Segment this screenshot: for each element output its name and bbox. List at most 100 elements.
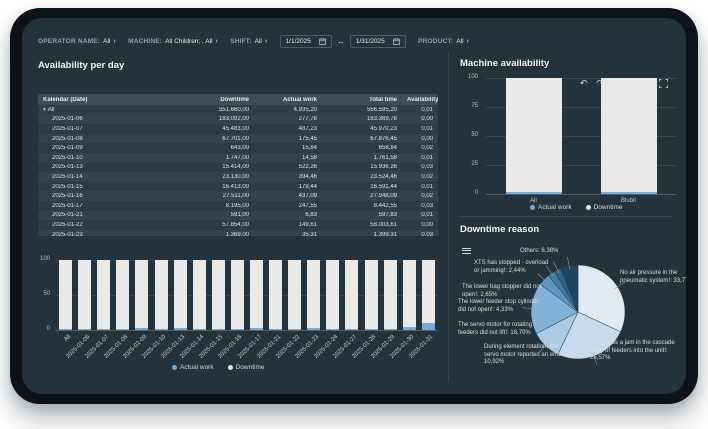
- table-row[interactable]: 2025-01-16 27.511,00 437,09 27.948,09 0,02: [38, 191, 438, 201]
- availability-table: Kalendar (Date) Downtime Actual work Total …: [38, 94, 438, 236]
- expand-icon[interactable]: [659, 78, 668, 88]
- legend-downtime[interactable]: Downtime: [585, 204, 623, 211]
- downtime-segment: [59, 260, 73, 330]
- expander-icon[interactable]: ▾: [43, 106, 46, 113]
- bar-2025-01-30: [402, 260, 416, 330]
- actual-work-segment: [59, 329, 73, 330]
- bar-2025-01-28: [364, 260, 378, 330]
- table-cell: 45.970,23: [370, 125, 397, 132]
- y-tick-25: 25: [471, 161, 478, 167]
- table-row[interactable]: 2025-01-14 23.130,00 394,46 23.524,46 0,02: [38, 172, 438, 182]
- gridline: [56, 330, 438, 331]
- table-cell: 8.442,55: [373, 202, 397, 209]
- availability-panel-title: Availability per day: [38, 60, 125, 71]
- legend-actual-work[interactable]: Actual work: [530, 204, 572, 211]
- gridline: [486, 194, 676, 195]
- gridline: [56, 260, 438, 261]
- y-tick-100: 100: [39, 256, 50, 262]
- actual-work-segment: [307, 328, 321, 330]
- tablet-frame: OPERATOR NAME: All › · MACHINE: All Chil…: [10, 8, 698, 404]
- bars: [56, 260, 438, 330]
- downtime-segment: [364, 260, 378, 329]
- filter-operator-name[interactable]: OPERATOR NAME: All ›: [38, 38, 116, 45]
- bar-2025-01-10: [154, 260, 168, 330]
- calendar-icon: [392, 37, 400, 45]
- table-row[interactable]: 2025-01-10 1.747,00 14,58 1.761,58 0,01: [38, 152, 438, 163]
- table-row[interactable]: 2025-01-13 15.414,00 522,26 15.936,26 0,03: [38, 162, 438, 173]
- table-row[interactable]: 2025-01-09 643,00 15,84 658,84 0,02: [38, 143, 438, 153]
- bar-All: [59, 260, 73, 330]
- table-row[interactable]: 2025-01-06 183.092,00 277,78 183.369,78 0,00: [38, 114, 438, 125]
- bar-Blubit: [600, 78, 657, 194]
- table-row[interactable]: 2025-01-08 67.701,00 175,45 67.876,45 0,00: [38, 133, 438, 144]
- table-row[interactable]: 2025-01-21 591,00 6,83 597,83 0,01: [38, 210, 438, 221]
- filter-product[interactable]: PRODUCT: All ›: [418, 38, 469, 45]
- machine-chart-legend: Actual work Downtime: [530, 204, 623, 211]
- actual-work-segment: [326, 329, 340, 330]
- pie-label-connector: [546, 265, 554, 277]
- chevron-right-icon: ›: [215, 37, 218, 45]
- table-cell: 8.195,00: [225, 202, 249, 209]
- filter-product-value: All: [456, 37, 464, 45]
- table-cell: 27.511,00: [222, 193, 249, 200]
- y-tick-0: 0: [474, 190, 478, 196]
- redo-icon[interactable]: ↷: [596, 78, 604, 88]
- bars: [486, 78, 676, 194]
- actual-work-segment: [230, 328, 244, 330]
- table-cell: 2025-01-21: [52, 212, 83, 219]
- legend-downtime[interactable]: Downtime: [227, 364, 265, 371]
- table-row[interactable]: 2025-01-17 8.195,00 247,55 8.442,55 0,03: [38, 200, 438, 211]
- pie-label-jam: There was a jam in the cascade entry of …: [590, 340, 675, 361]
- downtime-segment: [288, 260, 302, 330]
- downtime-reason-title: Downtime reason: [460, 224, 540, 235]
- table-cell: 2025-01-08: [52, 135, 83, 142]
- downtime-segment: [97, 260, 111, 330]
- actual-work-segment: [288, 329, 302, 330]
- filter-shift[interactable]: SHIFT: All ›: [230, 38, 267, 45]
- bar-All: [505, 78, 562, 194]
- pie-label-connector: [538, 342, 549, 353]
- menu-icon[interactable]: [462, 246, 471, 255]
- date-from-input[interactable]: 1/1/2025: [279, 34, 332, 48]
- column-header[interactable]: Actual work: [282, 96, 317, 103]
- pie-label-bag: The lower bag stopper did not open!: 2,6…: [462, 284, 542, 298]
- actual-work-segment: [192, 328, 206, 330]
- y-tick-50: 50: [471, 132, 478, 138]
- bar-2025-01-17: [249, 260, 263, 330]
- actual-work-segment: [421, 323, 435, 330]
- bar-2025-01-27: [345, 260, 359, 330]
- table-row[interactable]: 2025-01-23 1.369,00 35,31 1.399,31 0,03: [38, 229, 438, 236]
- table-cell: 658,84: [378, 145, 397, 152]
- table-cell: 0,00: [421, 116, 433, 123]
- downtime-segment: [383, 260, 397, 329]
- column-header[interactable]: Kalendar (Date): [43, 96, 88, 103]
- table-row[interactable]: 2025-01-15 16.413,00 178,44 16.591,44 0,01: [38, 181, 438, 192]
- column-header[interactable]: Availability: [407, 96, 438, 103]
- table-cell: 2025-01-09: [52, 145, 83, 152]
- legend-actual-work[interactable]: Actual work: [172, 364, 214, 371]
- filter-machine[interactable]: MACHINE: All Children; , All ›: [128, 38, 218, 45]
- actual-work-segment: [600, 192, 657, 194]
- table-row[interactable]: 2025-01-22 57.854,00 149,61 58.003,61 0,00: [38, 220, 438, 230]
- bar-2025-01-24: [326, 260, 340, 330]
- filter-shift-label: SHIFT:: [230, 37, 252, 45]
- bar-2025-01-23: [307, 260, 321, 330]
- column-header[interactable]: Downtime: [220, 96, 249, 103]
- table-cell: 551.660,00: [218, 106, 249, 113]
- table-row[interactable]: 2025-01-07 45.483,00 487,23 45.970,23 0,01: [38, 124, 438, 134]
- date-to-input[interactable]: 1/31/2025: [349, 34, 406, 48]
- pie-label-connector: [567, 256, 571, 270]
- column-header[interactable]: Total time: [369, 96, 397, 103]
- calendar-icon: [318, 37, 326, 45]
- table-cell: 0,01: [421, 183, 433, 190]
- table-cell: 2025-01-06: [52, 116, 83, 123]
- downtime-pie[interactable]: [508, 242, 648, 382]
- table-cell: 15,84: [301, 145, 317, 152]
- undo-icon[interactable]: ↶: [579, 77, 588, 88]
- table-row[interactable]: ▾ All 551.660,00 4.935,20 556.595,20 0,01: [38, 105, 438, 115]
- horizontal-divider: [458, 216, 672, 217]
- downtime-segment: [116, 260, 130, 330]
- chevron-right-icon: ›: [466, 37, 469, 45]
- table-cell: 0,03: [421, 164, 433, 171]
